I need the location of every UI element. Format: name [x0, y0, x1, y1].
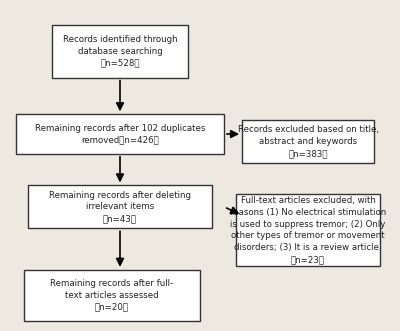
FancyBboxPatch shape — [24, 269, 200, 321]
Text: Remaining records after full-
text articles assessed
（n=20）: Remaining records after full- text artic… — [50, 279, 174, 311]
FancyBboxPatch shape — [236, 194, 380, 266]
FancyBboxPatch shape — [242, 120, 374, 163]
Text: Records excluded based on title,
abstract and keywords
（n=383）: Records excluded based on title, abstrac… — [238, 125, 378, 158]
Text: Remaining records after deleting
irrelevant items
（n=43）: Remaining records after deleting irrelev… — [49, 191, 191, 223]
Text: Records identified through
database searching
（n=528）: Records identified through database sear… — [63, 35, 177, 68]
FancyBboxPatch shape — [28, 185, 212, 228]
Text: Remaining records after 102 duplicates
removed（n=426）: Remaining records after 102 duplicates r… — [35, 124, 205, 144]
FancyBboxPatch shape — [16, 114, 224, 154]
Text: Full-text articles excluded, with
reasons (1) No electrical stimulation
is used : Full-text articles excluded, with reason… — [230, 196, 386, 264]
FancyBboxPatch shape — [52, 25, 188, 78]
